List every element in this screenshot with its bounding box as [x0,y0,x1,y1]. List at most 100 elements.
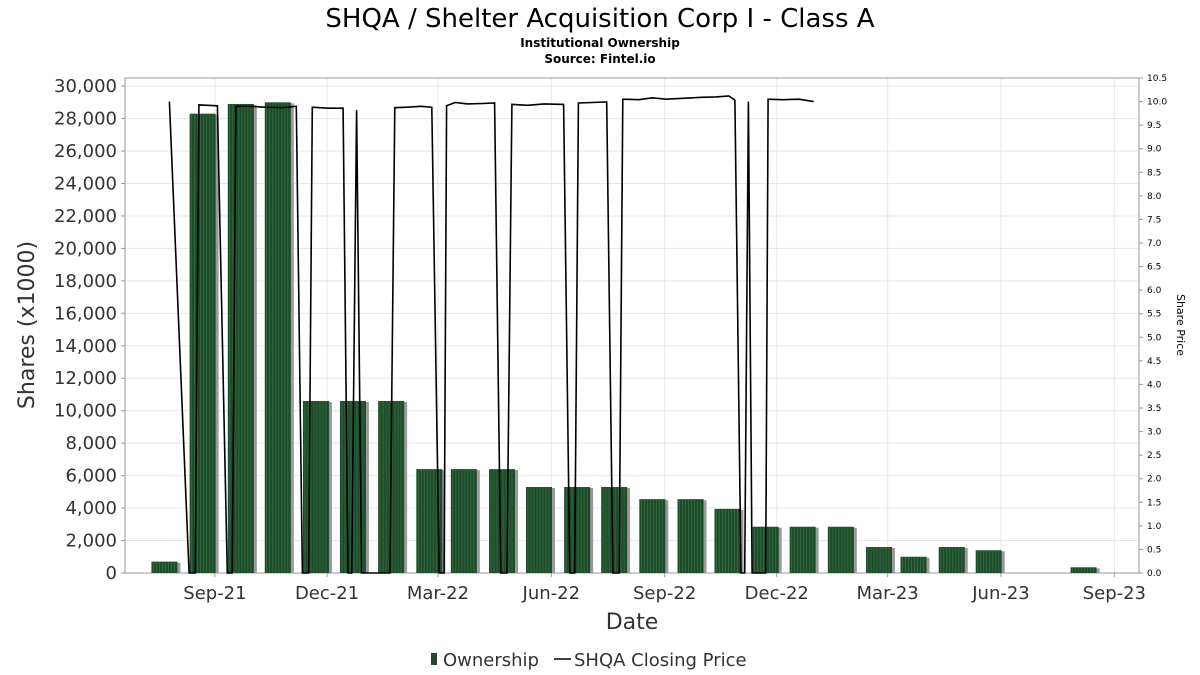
ownership-bar [714,508,744,573]
ownership-bar [938,547,968,573]
ownership-bar [525,486,555,573]
x-tick-label: Mar-23 [857,583,919,604]
y2-tick-label: 6.0 [1147,286,1162,296]
y2-tick-label: 2.0 [1147,475,1162,485]
bar-body [714,508,741,573]
y-tick-label: 2,000 [65,531,117,552]
legend: Ownership SHQA Closing Price [431,650,747,671]
ownership-bar [489,469,519,573]
chart-title: SHQA / Shelter Acquisition Corp I - Clas… [325,4,874,34]
y2-tick-label: 6.5 [1147,263,1161,273]
y2-tick-label: 8.5 [1147,168,1161,178]
y2-tick-label: 8.0 [1147,192,1162,202]
gridlines [125,78,1139,574]
x-axis: Sep-21 Dec-21 Mar-22 Jun-22 Sep-22 Dec-22 Mar-… [183,573,1146,604]
ownership-bar [900,556,930,573]
bar-body [601,486,628,573]
bar-body [1070,567,1097,573]
x-axis-title: Date [606,610,659,635]
y-axis-right: 0.0 0.5 1.0 1.5 2.0 2.5 3.0 3.5 4.0 4.5 5.0 5.5 6.0 6… [1139,74,1167,579]
y-tick-label: 16,000 [54,303,117,324]
ownership-bar [975,550,1005,573]
bar-body [866,547,893,573]
ownership-bar [189,113,219,573]
bar-body [525,486,552,573]
bar-body [227,103,254,573]
ownership-bar [752,526,782,573]
y2-tick-label: 2.5 [1147,451,1161,461]
x-tick-label: Jun-23 [971,583,1030,604]
ownership-bar [789,526,819,573]
y2-tick-label: 10.5 [1147,74,1167,84]
y2-tick-label: 9.0 [1147,145,1162,155]
y-tick-label: 24,000 [54,173,117,194]
plot-area [124,77,1140,574]
ownership-bar [866,547,896,573]
bar-body [900,556,927,573]
ownership-bars [151,102,1100,573]
y2-tick-label: 1.5 [1147,498,1161,508]
x-tick-label: Mar-22 [407,583,469,604]
bar-body [639,499,666,573]
y-axis-left: 0 2,000 4,000 6,000 8,000 10,000 12,000 14,000 1… [54,76,125,584]
bar-body [975,550,1002,573]
y2-tick-label: 0.5 [1147,545,1161,555]
bar-body [189,113,216,573]
x-tick-label: Dec-22 [745,583,809,604]
x-tick-label: Jun-22 [522,583,581,604]
y2-tick-label: 4.5 [1147,357,1161,367]
chart-subtitle: Institutional Ownership [520,36,680,50]
y2-tick-label: 7.0 [1147,239,1162,249]
y2-tick-label: 0.0 [1147,569,1162,579]
y2-tick-label: 4.0 [1147,380,1162,390]
y-tick-label: 10,000 [54,401,117,422]
bar-body [264,102,291,573]
chart-source: Source: Fintel.io [544,52,655,66]
ownership-bar [378,400,408,573]
ownership-bar [302,400,332,573]
ownership-bar [827,526,857,573]
ownership-bar [639,499,669,573]
y-tick-label: 6,000 [65,466,117,487]
bar-body [827,526,854,573]
ownership-bar [677,499,707,573]
bar-body [302,400,329,573]
y2-tick-label: 5.5 [1147,310,1161,320]
bar-body [151,561,178,573]
x-tick-label: Sep-22 [633,583,696,604]
y-tick-label: 4,000 [65,498,117,519]
y2-axis-title: Share Price [1174,294,1187,356]
y2-tick-label: 3.0 [1147,428,1162,438]
y-tick-label: 20,000 [54,238,117,259]
y-tick-label: 12,000 [54,368,117,389]
y2-tick-label: 10.0 [1147,98,1167,108]
y-tick-label: 28,000 [54,109,117,130]
bar-body [450,469,477,573]
x-tick-label: Sep-23 [1083,583,1146,604]
y-tick-label: 26,000 [54,141,117,162]
y2-tick-label: 9.5 [1147,121,1161,131]
x-tick-label: Dec-21 [295,583,359,604]
y-tick-label: 22,000 [54,206,117,227]
y2-tick-label: 1.0 [1147,522,1162,532]
legend-ownership-swatch [431,653,437,665]
bar-body [677,499,704,573]
legend-ownership-label: Ownership [443,650,539,671]
closing-price-line [168,95,814,574]
legend-price-label: SHQA Closing Price [574,650,747,671]
y-tick-label: 8,000 [65,433,117,454]
y-tick-label: 18,000 [54,271,117,292]
y-tick-label: 14,000 [54,336,117,357]
bar-body [938,547,965,573]
ownership-bar [450,469,480,573]
bar-body [489,469,516,573]
y2-tick-label: 7.5 [1147,215,1161,225]
ownership-bar [339,400,369,573]
x-tick-label: Sep-21 [183,583,246,604]
y-tick-label: 0 [106,563,117,584]
ownership-bar [601,486,631,573]
ownership-bar [416,469,446,573]
ownership-bar [264,102,294,573]
y2-tick-label: 3.5 [1147,404,1161,414]
